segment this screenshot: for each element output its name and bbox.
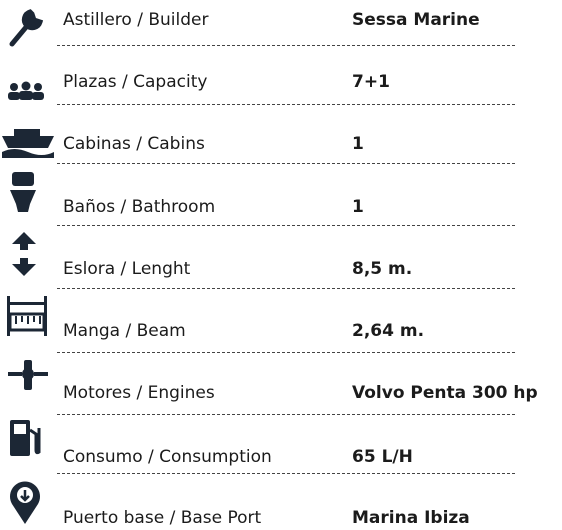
pin-icon — [10, 481, 41, 524]
length-icon — [12, 232, 36, 276]
fuel-icon — [10, 420, 41, 456]
spec-value: 1 — [352, 134, 364, 154]
spec-label: Motores / Engines — [63, 383, 215, 403]
spec-label: Cabinas / Cabins — [63, 134, 205, 154]
boat-icon — [2, 129, 54, 158]
engine-icon — [8, 360, 48, 390]
separator — [57, 163, 515, 164]
separator — [57, 104, 515, 105]
spec-label: Manga / Beam — [63, 321, 186, 341]
spec-value: Marina Ibiza — [352, 508, 470, 528]
spec-value: 8,5 m. — [352, 259, 413, 279]
people-icon — [8, 81, 44, 100]
separator — [57, 288, 515, 289]
beam-icon — [7, 296, 47, 336]
separator — [57, 352, 515, 353]
spec-value: Volvo Penta 300 hp — [352, 383, 538, 403]
separator — [57, 473, 515, 474]
spec-value: 65 L/H — [352, 447, 413, 467]
spec-value: Sessa Marine — [352, 10, 480, 30]
spec-label: Plazas / Capacity — [63, 72, 208, 92]
spec-label: Consumo / Consumption — [63, 447, 272, 467]
separator — [57, 45, 515, 46]
separator — [57, 225, 515, 226]
spec-label: Eslora / Lenght — [63, 259, 191, 279]
wrench-icon — [9, 9, 44, 47]
separator — [57, 414, 515, 415]
toilet-icon — [10, 172, 36, 212]
spec-label: Astillero / Builder — [63, 10, 209, 30]
spec-label: Baños / Bathroom — [63, 197, 216, 217]
spec-label: Puerto base / Base Port — [63, 508, 262, 528]
spec-value: 2,64 m. — [352, 321, 425, 341]
spec-value: 7+1 — [352, 72, 390, 92]
spec-value: 1 — [352, 197, 364, 217]
